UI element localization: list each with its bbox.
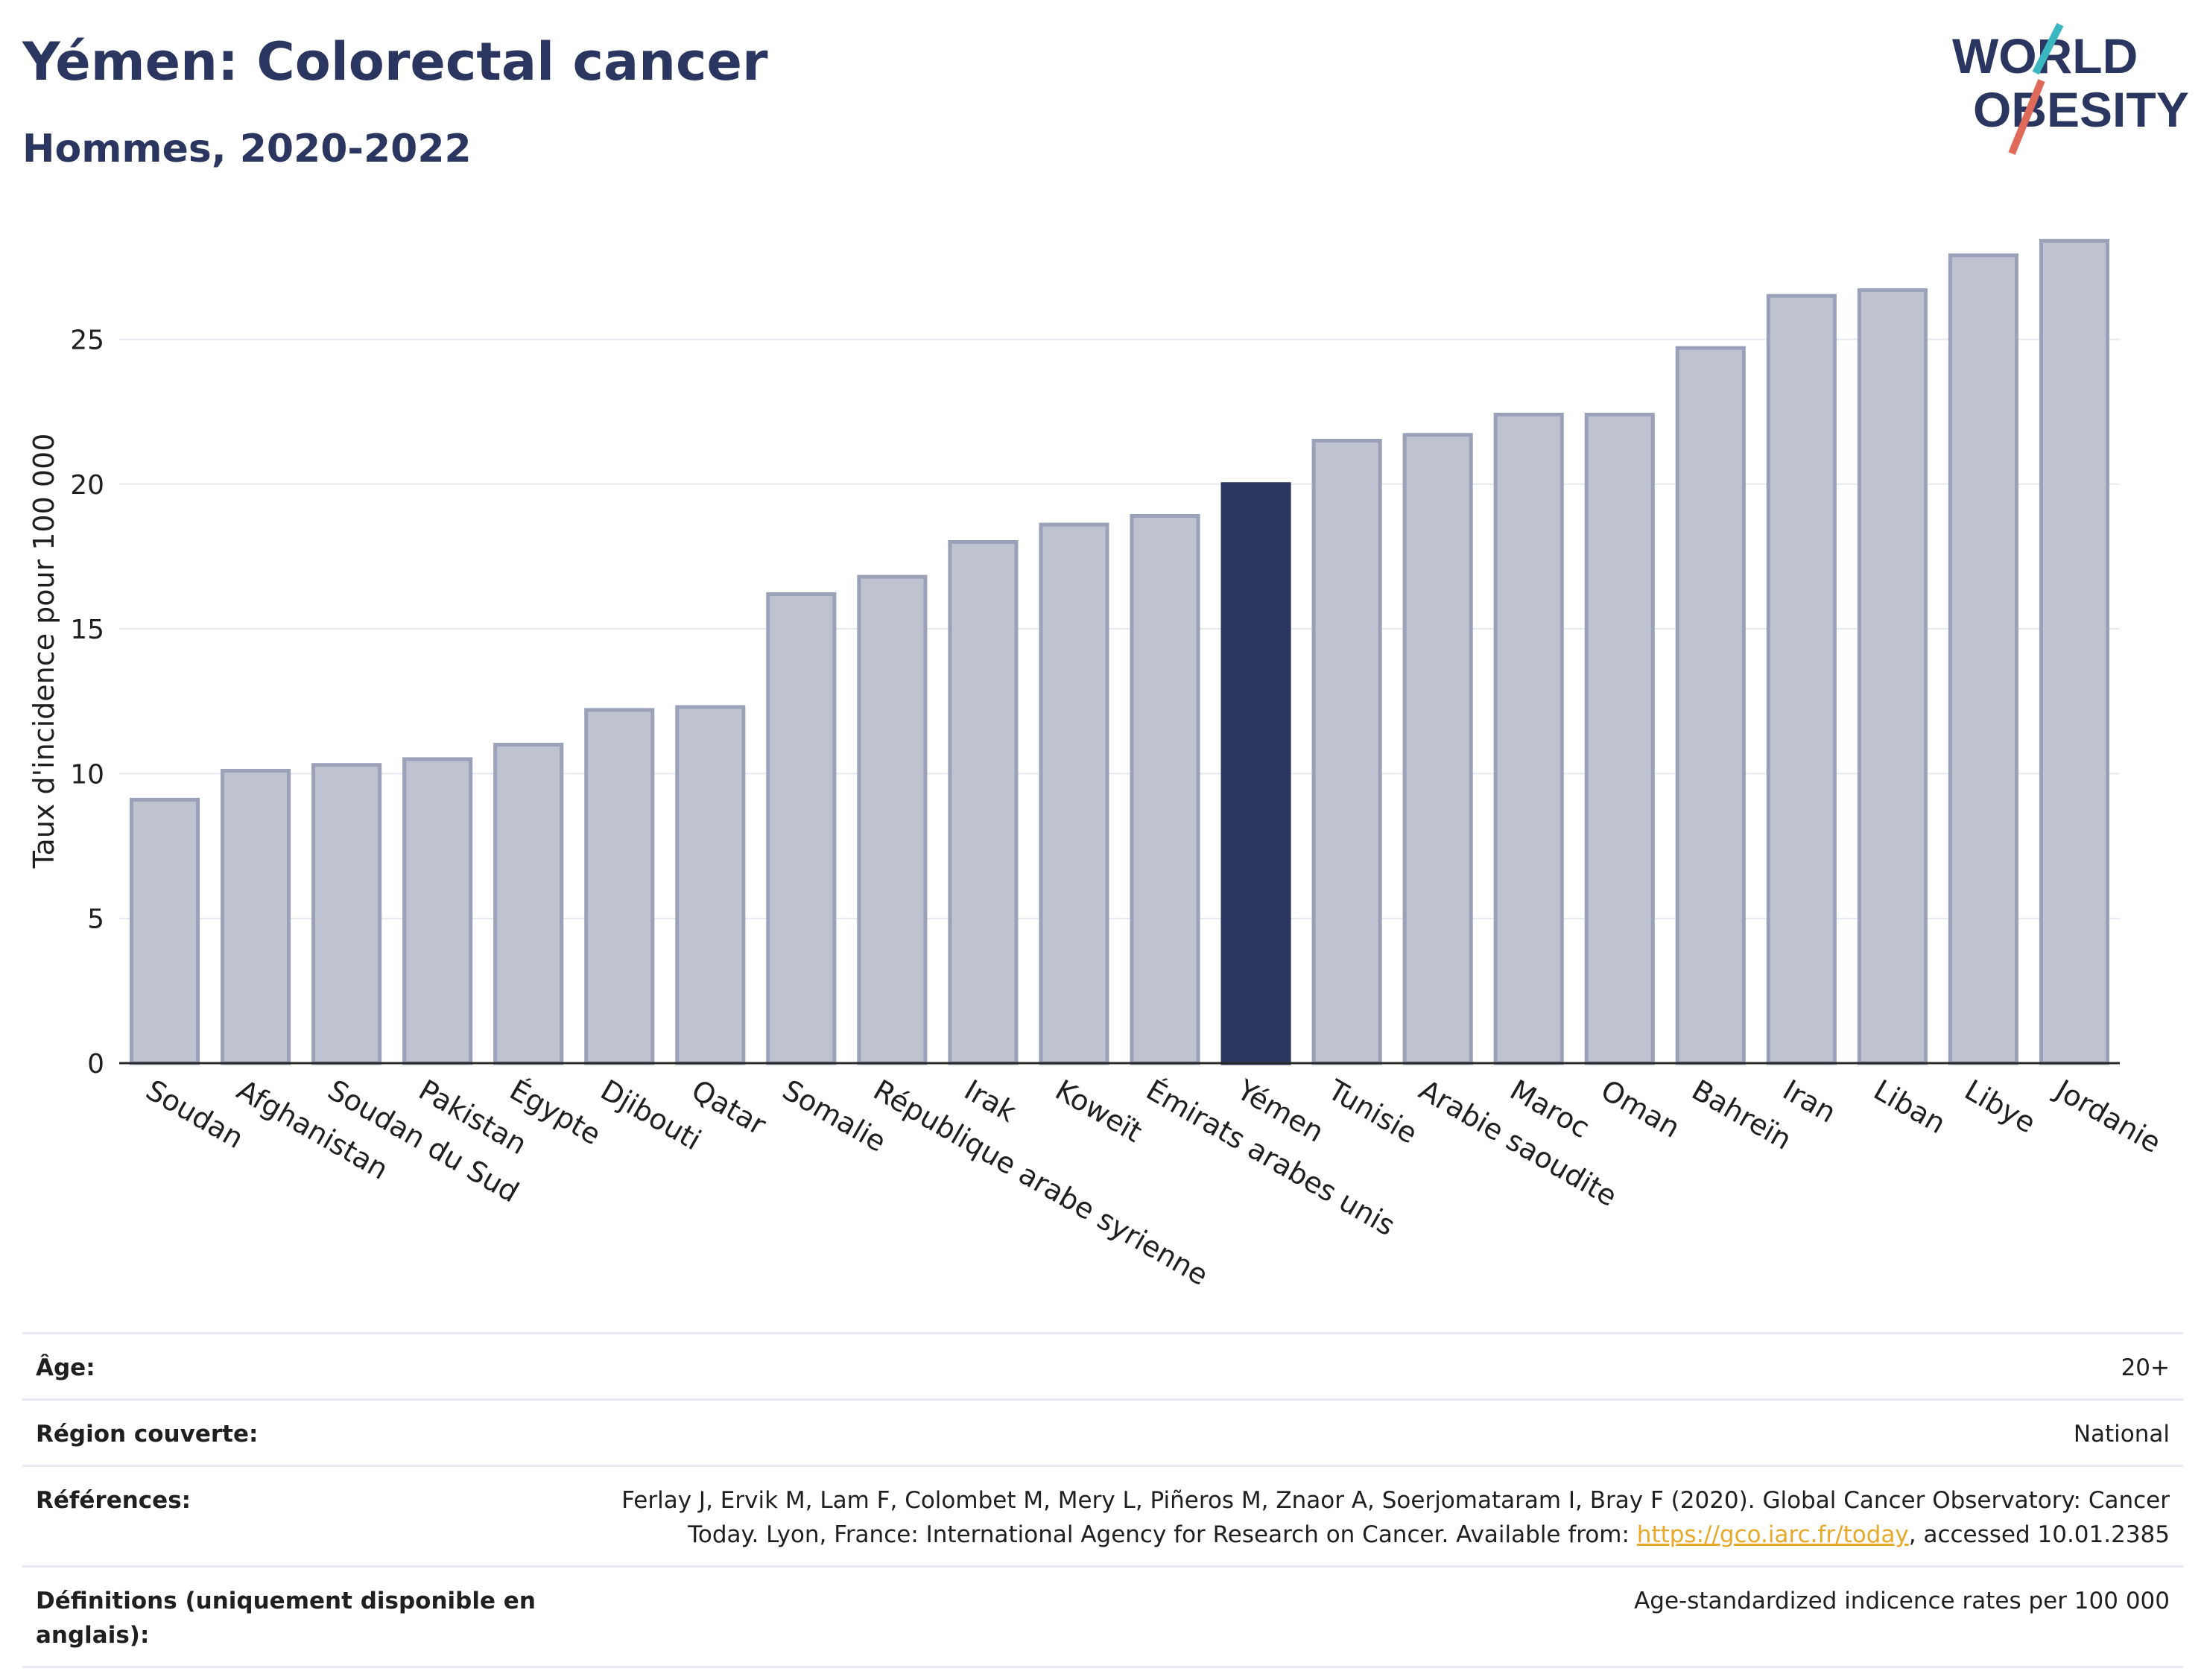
- bar: [675, 705, 746, 1065]
- bar: [129, 797, 200, 1065]
- bar: [311, 763, 382, 1065]
- logo-slash-coral: [2008, 79, 2045, 155]
- logo-line2: OBESITY: [1973, 82, 2189, 137]
- references-label: Références:: [36, 1487, 191, 1514]
- x-tick-label: Liban: [1868, 1074, 1951, 1141]
- x-tick-label: Tunisie: [1322, 1073, 1422, 1150]
- x-tick-label: Irak: [959, 1074, 1022, 1129]
- x-tick-label: Iran: [1777, 1074, 1841, 1129]
- metadata-table: Âge: 20+ Région couverte: National Référ…: [22, 1332, 2183, 1668]
- x-tick-label: Soudan: [141, 1074, 250, 1156]
- bar: [1857, 288, 1928, 1065]
- bar: [584, 708, 655, 1065]
- bar: [402, 757, 473, 1065]
- meta-row-region: Région couverte: National: [22, 1398, 2183, 1465]
- chart-title: Yémen: Colorectal cancer: [22, 31, 768, 92]
- bar: [948, 539, 1019, 1065]
- bars: [129, 238, 2110, 1065]
- x-tick-label: Bahreïn: [1686, 1074, 1797, 1156]
- bar: [221, 768, 291, 1065]
- definitions-label: Définitions (uniquement disponible en an…: [36, 1588, 536, 1649]
- region-label: Région couverte:: [36, 1421, 259, 1448]
- age-label: Âge:: [36, 1354, 95, 1381]
- references-text-1: Ferlay J, Ervik M, Lam F, Colombet M, Me…: [621, 1487, 2170, 1514]
- bar: [493, 743, 564, 1065]
- x-tick-label: Djibouti: [595, 1074, 707, 1157]
- references-value: Ferlay J, Ervik M, Lam F, Colombet M, Me…: [557, 1483, 2170, 1552]
- x-tick-label: Koweït: [1050, 1074, 1147, 1149]
- y-axis-label: Taux d'incidence pour 100 000: [28, 434, 60, 869]
- bar: [1402, 433, 1473, 1065]
- y-tick-label: 5: [87, 904, 104, 935]
- bar: [1584, 412, 1655, 1065]
- logo-slash-teal: [2032, 22, 2064, 75]
- bar: [1130, 514, 1200, 1065]
- bar: [1766, 294, 1837, 1065]
- bar: [1039, 522, 1109, 1065]
- bar-highlighted: [1220, 482, 1291, 1065]
- y-tick-label: 0: [87, 1049, 104, 1080]
- y-tick-label: 25: [70, 325, 104, 355]
- references-text-3: , accessed 10.01.2385: [1908, 1521, 2170, 1548]
- references-text-2: Today. Lyon, France: International Agenc…: [688, 1521, 1637, 1548]
- definitions-value: Age-standardized indicence rates per 100…: [1634, 1588, 2170, 1614]
- x-tick-label: Libye: [1959, 1074, 2041, 1140]
- meta-row-references: Références: Ferlay J, Ervik M, Lam F, Co…: [22, 1465, 2183, 1565]
- bar: [766, 592, 837, 1065]
- age-value: 20+: [2121, 1354, 2170, 1381]
- meta-row-definitions: Définitions (uniquement disponible en an…: [22, 1565, 2183, 1668]
- region-value: National: [2073, 1421, 2170, 1448]
- bar: [1948, 253, 2018, 1065]
- y-tick-label: 15: [70, 615, 104, 645]
- world-obesity-logo: WORLD OBESITY: [1952, 22, 2189, 155]
- bar: [857, 574, 928, 1065]
- bar: [1675, 346, 1746, 1065]
- y-tick-label: 10: [70, 759, 104, 790]
- bar: [1493, 412, 1564, 1065]
- meta-row-age: Âge: 20+: [22, 1332, 2183, 1398]
- chart-subtitle: Hommes, 2020-2022: [22, 127, 472, 171]
- x-tick-label: Somalie: [777, 1074, 892, 1158]
- x-tick-label: Oman: [1595, 1074, 1685, 1144]
- references-link[interactable]: https://gco.iarc.fr/today: [1636, 1521, 1909, 1548]
- x-tick-label: Jordanie: [2049, 1073, 2167, 1160]
- bar: [2039, 238, 2110, 1065]
- y-tick-label: 20: [70, 470, 104, 501]
- bar: [1311, 438, 1382, 1065]
